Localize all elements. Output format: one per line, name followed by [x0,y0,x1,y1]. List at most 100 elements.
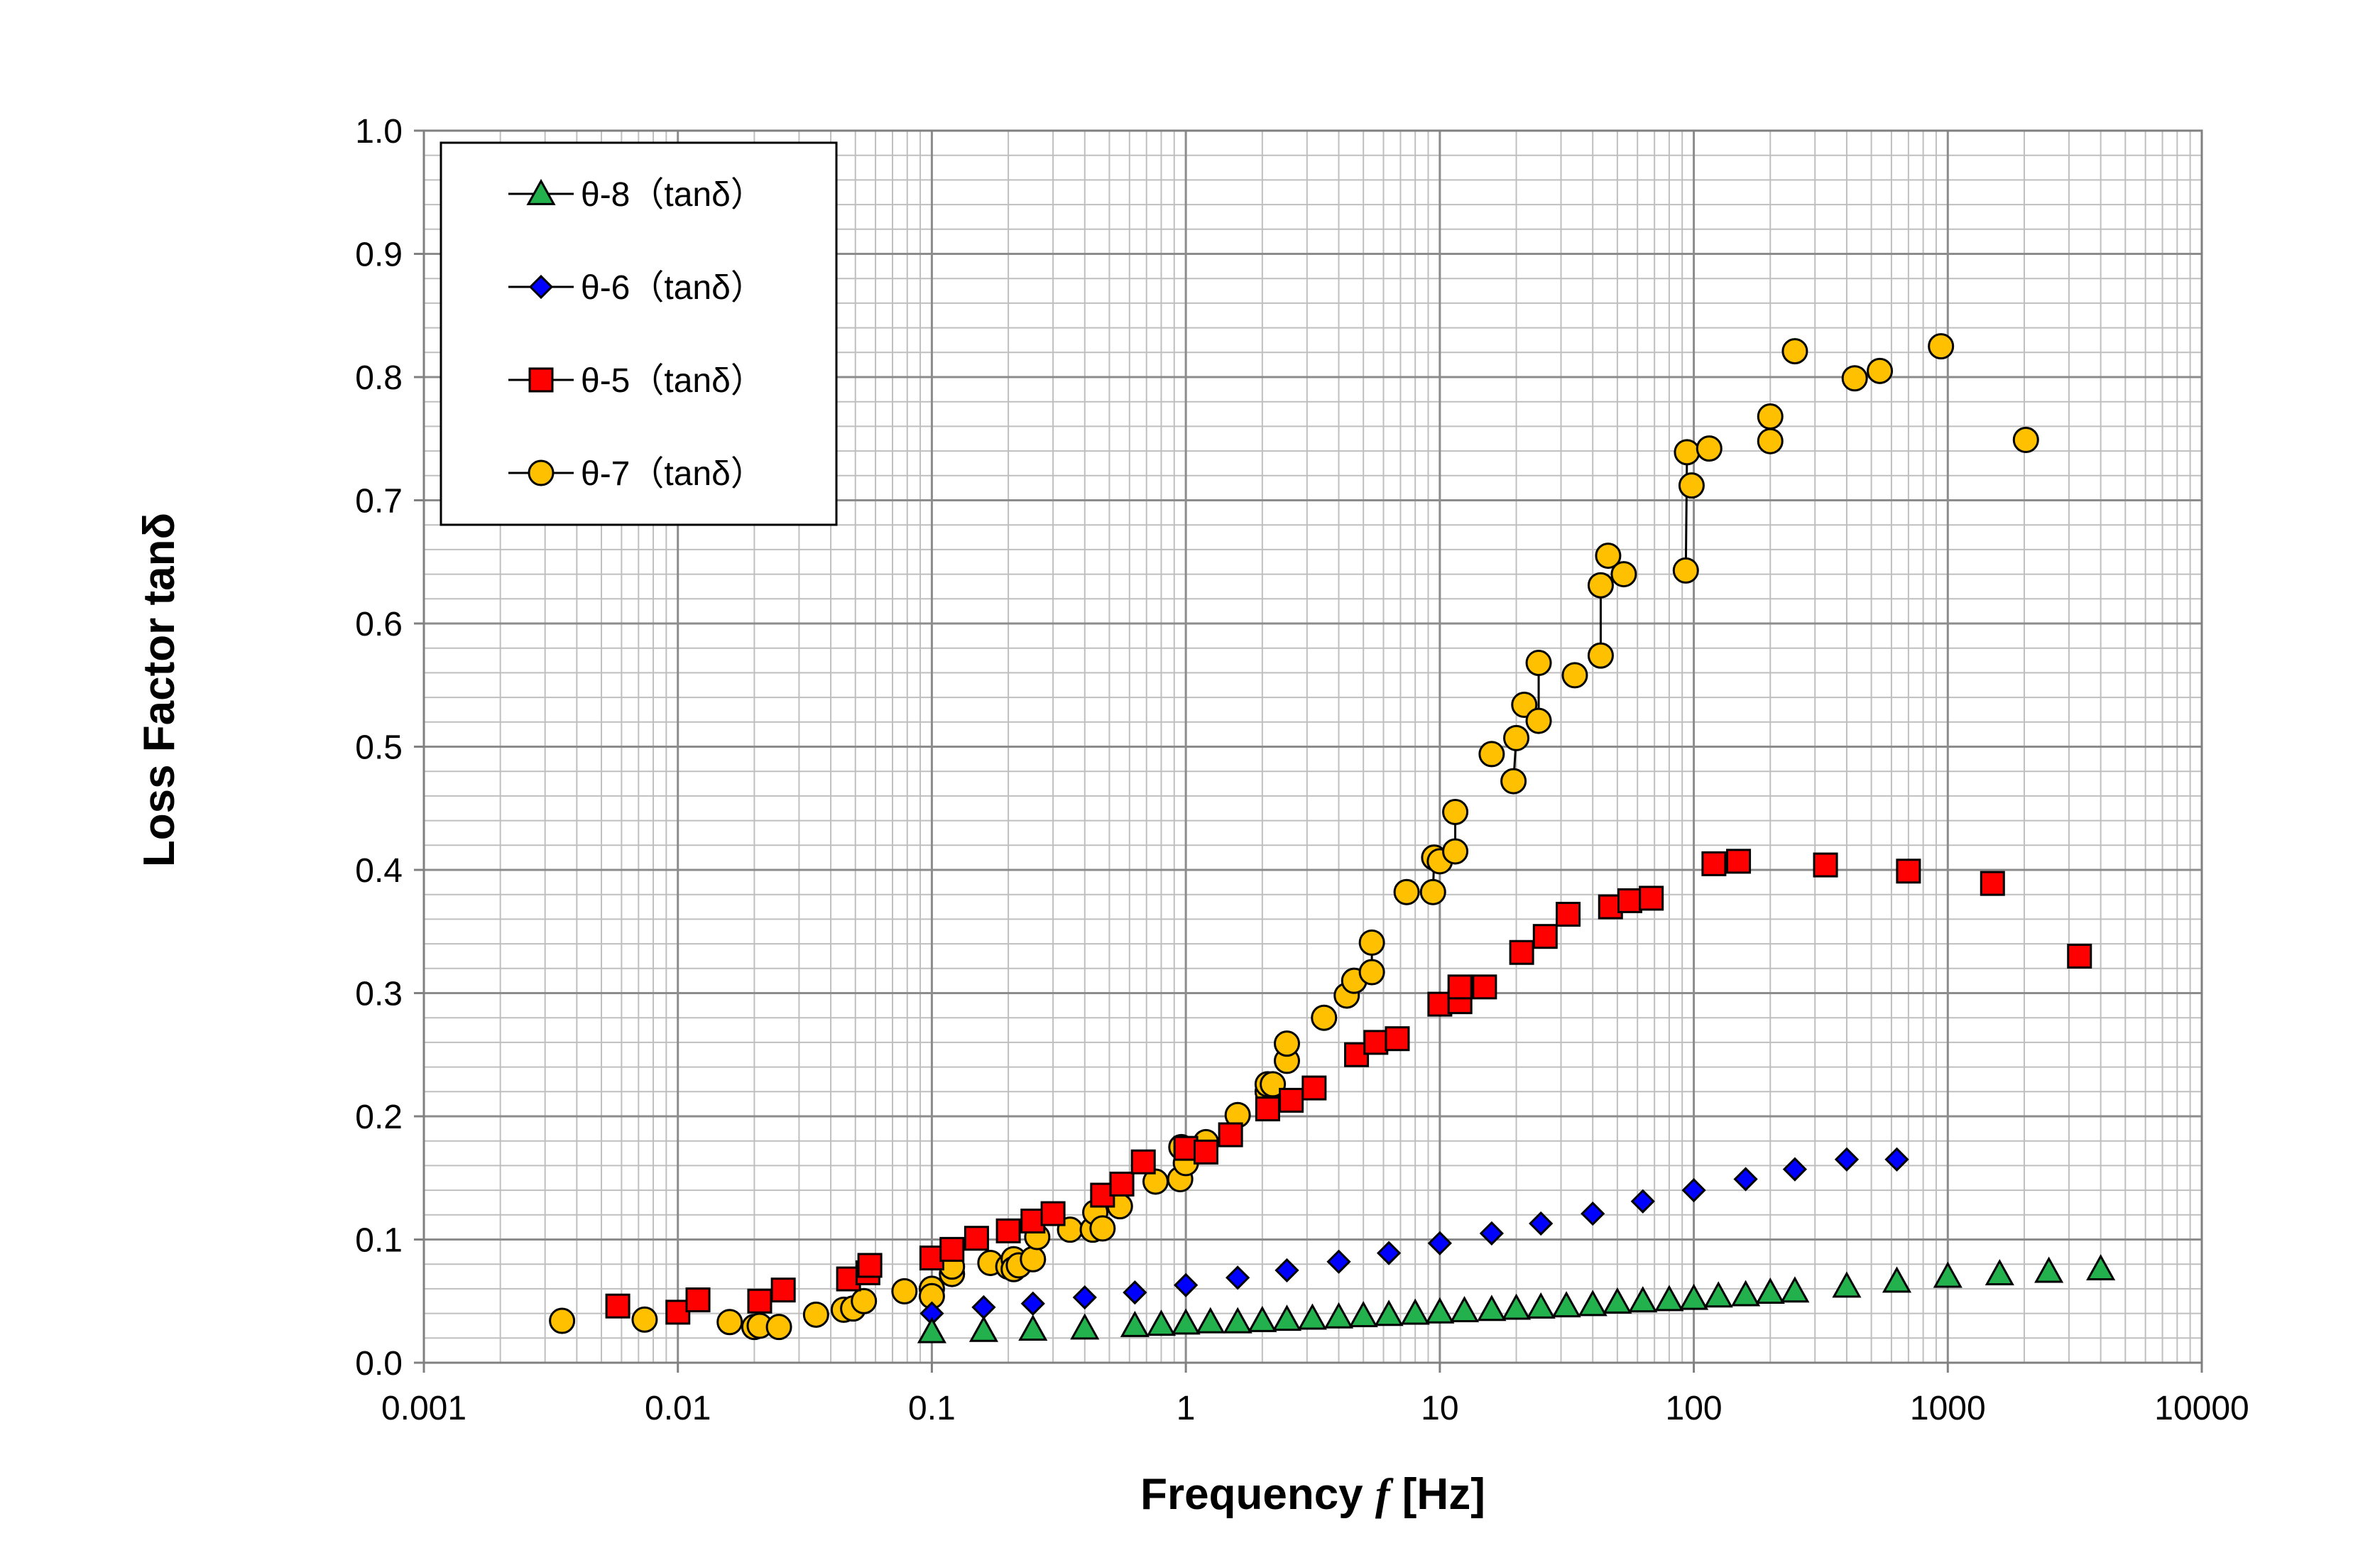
data-point [1255,1096,1280,1122]
data-point [2086,1254,2116,1281]
y-tick-label: 0.0 [355,1345,403,1383]
data-point [1130,1149,1156,1175]
data-point [1813,852,1838,878]
data-point [1696,435,1723,462]
legend-label: θ-8（tanδ） [581,176,765,214]
data-point [851,1287,878,1314]
series-triangle [917,1254,2116,1344]
y-tick-label: 0.5 [355,729,403,767]
data-point [1020,1246,1047,1273]
data-point [1587,572,1614,599]
legend-marker [528,274,554,300]
y-tick-label: 0.7 [355,483,403,521]
data-point [1196,1307,1226,1334]
data-point [1985,1258,2014,1285]
data-point [1731,1280,1761,1307]
x-tick-label: 10000 [2154,1390,2249,1427]
data-point [1509,939,1534,965]
data-point [1326,1249,1351,1274]
data-point [1472,974,1497,1000]
y-tick-label: 0.4 [355,852,403,890]
data-point [1532,924,1558,949]
legend-item: θ-7（tanδ） [508,455,765,493]
data-point [1678,472,1705,499]
data-point [1578,1290,1607,1317]
data-point [1581,1201,1605,1226]
x-tick-label: 0.1 [908,1390,956,1427]
x-tick-labels: 0.001 0.01 0.1 1 10 100 1000 10000 [381,1390,2249,1427]
data-point [1020,1208,1046,1233]
data-point [1610,561,1637,588]
legend-items: θ-8（tanδ） θ-6（tanδ） θ-5（tanδ） θ-7（tanδ） [508,176,765,493]
data-point [1755,1278,1785,1304]
x-tick-label: 1000 [1910,1390,1986,1427]
data-point [1248,1305,1277,1332]
data-point [1603,1287,1632,1314]
data-point [1374,1300,1404,1327]
data-point [802,1301,829,1328]
data-point [1348,1300,1378,1327]
data-point [685,1287,711,1313]
data-point [1123,1280,1147,1305]
x-axis-title-lead: Frequency [1140,1470,1375,1519]
data-point [1301,1075,1327,1101]
y-tick-label: 0.9 [355,236,403,274]
data-point [1780,1276,1810,1303]
data-point [1654,1285,1684,1312]
series-square [605,849,2092,1325]
data-point [1933,1261,1963,1288]
data-point [2067,943,2092,969]
data-point [1733,1167,1758,1192]
data-point [1529,1211,1554,1236]
legend-marker [526,178,556,205]
data-point [1218,1122,1243,1148]
data-point [1442,838,1469,865]
data-point [1525,707,1552,734]
data-point [1501,1293,1532,1320]
data-point [1376,1241,1402,1265]
series-diamond [919,1147,1909,1326]
data-point [1427,991,1453,1017]
data-point [1193,1139,1218,1165]
data-point [1617,888,1642,913]
data-point [1674,439,1701,466]
data-point [1425,1297,1455,1324]
data-point [939,1236,965,1262]
data-point [1311,1004,1338,1031]
data-point [1884,1147,1909,1172]
data-point [1628,1286,1658,1313]
data-point [1363,1030,1389,1055]
data-point [1841,365,1868,392]
data-point [1639,886,1664,911]
series-layer [549,333,2116,1344]
data-point [1500,768,1527,795]
y-tick-label: 0.8 [355,359,403,397]
x-axis-title-unit: [Hz] [1390,1470,1485,1519]
data-point [665,1300,691,1325]
y-tick-label: 0.6 [355,606,403,643]
data-point [1681,1177,1706,1203]
data-point [1703,1281,1733,1308]
legend-label: θ-6（tanδ） [581,269,765,307]
data-point [605,1293,631,1319]
data-point [919,1246,944,1271]
legend-label: θ-7（tanδ） [581,455,765,493]
data-point [1020,1291,1045,1316]
legend-item: θ-5（tanδ） [508,362,765,400]
data-point [1400,1298,1430,1325]
x-tick-label: 0.001 [381,1390,466,1427]
x-tick-label: 100 [1666,1390,1723,1427]
data-point [995,1218,1021,1243]
x-tick-label: 1 [1177,1390,1196,1427]
data-point [1120,1310,1150,1337]
series-connector [1684,452,1688,571]
data-point [1896,859,1921,884]
data-point [1297,1303,1327,1330]
data-point [1478,741,1505,768]
data-point [1419,878,1446,905]
data-point [765,1314,792,1341]
x-tick-label: 10 [1421,1390,1458,1427]
data-point [1525,650,1552,677]
data-point [1040,1201,1066,1226]
